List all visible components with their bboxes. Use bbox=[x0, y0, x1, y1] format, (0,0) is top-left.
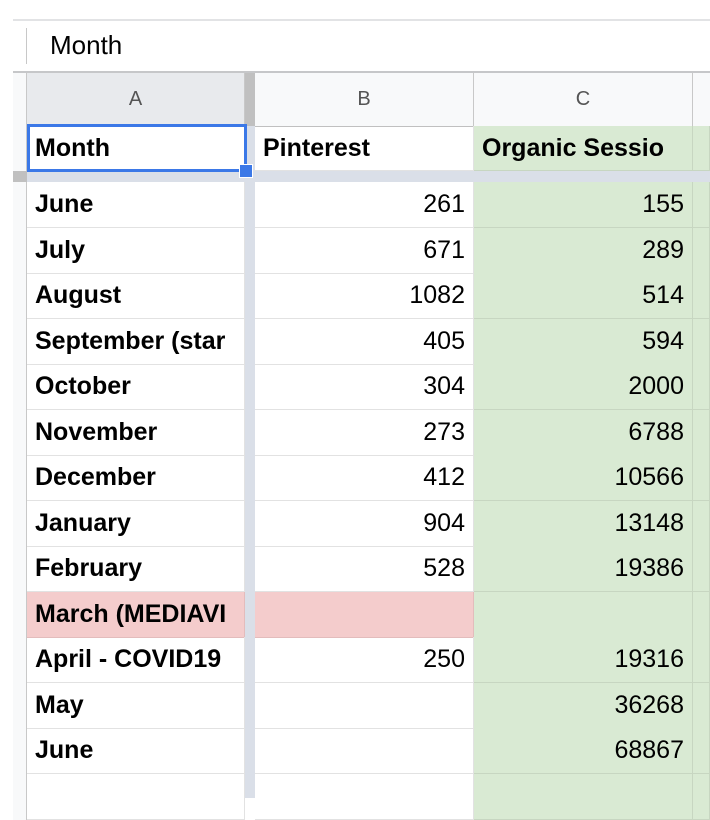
select-all-corner[interactable] bbox=[13, 73, 27, 126]
formula-bar-input[interactable]: Month bbox=[50, 30, 123, 60]
row-header[interactable] bbox=[13, 455, 27, 501]
row-header[interactable] bbox=[13, 126, 27, 171]
cell-month[interactable]: November bbox=[27, 410, 245, 456]
cell-pinterest[interactable]: 250 bbox=[255, 637, 474, 683]
row-header[interactable] bbox=[13, 228, 27, 274]
cell-pinterest[interactable] bbox=[255, 728, 474, 774]
cell-pinterest[interactable] bbox=[255, 683, 474, 729]
cell-d[interactable] bbox=[693, 728, 710, 774]
cell-organic-sessions[interactable]: 19386 bbox=[474, 546, 693, 592]
cell-pinterest[interactable]: 261 bbox=[255, 182, 474, 228]
cell-pinterest[interactable]: 273 bbox=[255, 410, 474, 456]
cell-month[interactable]: July bbox=[27, 228, 245, 274]
row-header[interactable] bbox=[13, 273, 27, 319]
row-header[interactable] bbox=[13, 501, 27, 547]
row-header[interactable] bbox=[13, 728, 27, 774]
cell-month[interactable]: August bbox=[27, 273, 245, 319]
cell-d[interactable] bbox=[693, 410, 710, 456]
cell-organic-sessions[interactable]: 2000 bbox=[474, 364, 693, 410]
row-header[interactable] bbox=[13, 546, 27, 592]
cell-pinterest[interactable]: 904 bbox=[255, 501, 474, 547]
row-header[interactable] bbox=[13, 182, 27, 228]
cell-d[interactable] bbox=[693, 273, 710, 319]
column-header-b[interactable]: B bbox=[255, 73, 474, 126]
cell-organic-sessions[interactable] bbox=[474, 592, 693, 638]
formula-bar-separator bbox=[26, 28, 27, 64]
cell-organic-sessions[interactable]: 36268 bbox=[474, 683, 693, 729]
cell-organic-sessions[interactable]: 13148 bbox=[474, 501, 693, 547]
cell-organic-sessions[interactable]: 68867 bbox=[474, 728, 693, 774]
row-header[interactable] bbox=[13, 592, 27, 638]
cell-c1[interactable]: Organic Sessio bbox=[474, 126, 693, 171]
cell-organic-sessions[interactable] bbox=[474, 774, 693, 820]
cell-organic-sessions[interactable]: 514 bbox=[474, 273, 693, 319]
cell-month[interactable]: October bbox=[27, 364, 245, 410]
cell-pinterest[interactable]: 528 bbox=[255, 546, 474, 592]
cell-organic-sessions[interactable]: 594 bbox=[474, 319, 693, 365]
cell-d[interactable] bbox=[693, 592, 710, 638]
active-cell-selection bbox=[27, 124, 247, 172]
cell-d[interactable] bbox=[693, 182, 710, 228]
sheet-grid: Month Pinterest Organic Sessio June 261 155 Ju… bbox=[13, 126, 710, 820]
cell-month[interactable]: February bbox=[27, 546, 245, 592]
cell-d[interactable] bbox=[693, 683, 710, 729]
cell-d[interactable] bbox=[693, 501, 710, 547]
column-header-a[interactable]: A bbox=[27, 73, 245, 126]
cell-b1[interactable]: Pinterest bbox=[255, 126, 474, 171]
cell-d[interactable] bbox=[693, 364, 710, 410]
cell-organic-sessions[interactable]: 10566 bbox=[474, 455, 693, 501]
toolbar-divider bbox=[13, 19, 710, 21]
cell-d[interactable] bbox=[693, 546, 710, 592]
cell-month[interactable]: June bbox=[27, 182, 245, 228]
cell-month[interactable]: April - COVID19 bbox=[27, 637, 245, 683]
cell-pinterest[interactable]: 405 bbox=[255, 319, 474, 365]
cell-month[interactable]: June bbox=[27, 728, 245, 774]
cell-pinterest[interactable] bbox=[255, 774, 474, 820]
cell-d[interactable] bbox=[693, 774, 710, 820]
row-header[interactable] bbox=[13, 364, 27, 410]
cell-d[interactable] bbox=[693, 319, 710, 365]
cell-d[interactable] bbox=[693, 637, 710, 683]
cell-month[interactable]: March (MEDIAVI bbox=[27, 592, 245, 638]
formula-bar-divider bbox=[13, 71, 710, 73]
cell-pinterest[interactable]: 1082 bbox=[255, 273, 474, 319]
cell-d[interactable] bbox=[693, 455, 710, 501]
column-header-bar: A B C bbox=[13, 73, 710, 127]
cell-organic-sessions[interactable]: 19316 bbox=[474, 637, 693, 683]
cell-organic-sessions[interactable]: 6788 bbox=[474, 410, 693, 456]
cell-pinterest[interactable]: 671 bbox=[255, 228, 474, 274]
column-header-d[interactable] bbox=[693, 73, 710, 126]
cell-month[interactable] bbox=[27, 774, 245, 820]
row-freeze-handle[interactable] bbox=[13, 171, 710, 182]
cell-d1[interactable] bbox=[693, 126, 710, 171]
row-header[interactable] bbox=[13, 637, 27, 683]
cell-pinterest[interactable]: 304 bbox=[255, 364, 474, 410]
cell-month[interactable]: September (star bbox=[27, 319, 245, 365]
column-freeze-handle-top[interactable] bbox=[245, 73, 255, 126]
cell-organic-sessions[interactable]: 289 bbox=[474, 228, 693, 274]
column-freeze-handle[interactable] bbox=[245, 73, 255, 798]
row-freeze-handle-left[interactable] bbox=[13, 171, 27, 182]
row-header[interactable] bbox=[13, 410, 27, 456]
row-header[interactable] bbox=[13, 774, 27, 820]
cell-month[interactable]: January bbox=[27, 501, 245, 547]
cell-pinterest[interactable] bbox=[255, 592, 474, 638]
cell-month[interactable]: December bbox=[27, 455, 245, 501]
cell-pinterest[interactable]: 412 bbox=[255, 455, 474, 501]
column-header-c[interactable]: C bbox=[474, 73, 693, 126]
cell-d[interactable] bbox=[693, 228, 710, 274]
cell-organic-sessions[interactable]: 155 bbox=[474, 182, 693, 228]
cell-month[interactable]: May bbox=[27, 683, 245, 729]
row-header[interactable] bbox=[13, 319, 27, 365]
fill-handle[interactable] bbox=[239, 164, 253, 178]
row-header[interactable] bbox=[13, 683, 27, 729]
